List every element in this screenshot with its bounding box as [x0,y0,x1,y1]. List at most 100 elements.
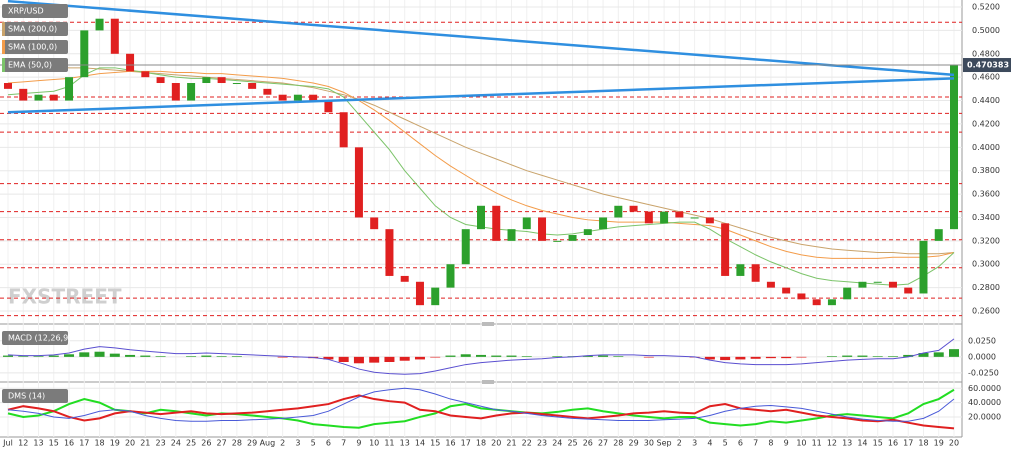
histogram-bar [125,354,136,357]
indicator-line [7,394,955,430]
x-tick-label: 28 [613,439,623,448]
histogram-bar [857,355,868,357]
histogram-bar [949,349,959,357]
x-tick-label: 29 [247,439,257,448]
histogram-bar [582,355,593,357]
legend-box [2,22,68,36]
x-tick-label: 25 [186,439,196,448]
y-tick-label: 0.3000 [972,260,1000,269]
histogram-bar [491,355,502,357]
histogram-bar [643,356,654,358]
x-tick-label: 26 [583,439,593,448]
histogram-bar [704,356,715,360]
x-tick-label: 5 [723,439,728,448]
candle [812,299,821,306]
x-tick-label: 12 [827,439,837,448]
candle [477,205,485,230]
histogram-bar [765,356,776,359]
histogram-bar [872,356,883,357]
x-tick-label: 25 [567,439,577,448]
candle [324,100,333,113]
histogram-bar [521,356,532,357]
candle [888,281,897,288]
y-tick-label: 0.0000 [968,352,996,361]
candle [492,205,501,241]
histogram-bar [18,356,29,357]
histogram-bar [903,354,914,357]
y-tick-label: 0.3800 [972,166,1000,175]
legend-box [2,331,68,345]
y-tick-label: 0.4400 [972,96,1000,105]
histogram-bar [369,356,380,363]
y-tick-label: 0.4000 [972,143,1000,152]
candle [400,275,409,282]
x-tick-label: 22 [522,439,532,448]
x-tick-label: 3 [692,439,697,448]
candle [19,88,28,101]
legend-label: SMA (100,0) [8,43,57,52]
y-tick-label: 0.3200 [972,236,1000,245]
resize-handle[interactable] [482,380,494,384]
candle [919,240,928,294]
y-tick-label: 0.4600 [972,73,1000,82]
x-tick-label: 14 [415,439,425,448]
histogram-bar [201,355,212,357]
histogram-bar [796,356,807,358]
x-tick-label: 15 [430,439,440,448]
candle [660,211,669,224]
histogram-bar [216,356,227,357]
candle [156,77,165,84]
histogram-bar [781,356,792,359]
candle [507,229,516,241]
candle [843,287,852,300]
candle [415,281,424,306]
histogram-bar [720,356,731,361]
x-tick-label: 20 [125,439,135,448]
candle [599,217,608,230]
candle [553,240,562,242]
candle [827,299,836,306]
x-tick-label: 10 [796,439,806,448]
y-tick-label: 0.4200 [972,119,1000,128]
candle [736,264,745,276]
candle [110,18,119,54]
histogram-bar [842,355,853,357]
candle [34,94,43,101]
histogram-bar [476,354,486,357]
histogram-bar [399,356,410,361]
macd-line [7,338,955,375]
resize-handle[interactable] [482,322,494,326]
legend-item: SMA (100,0) [2,40,68,54]
y-tick-label: 0.5000 [972,26,1000,35]
candle [568,235,577,241]
histogram-bar [552,356,563,357]
x-tick-label: 7 [753,439,758,448]
x-tick-label: 16 [888,439,898,448]
legend-label: DMS (14) [8,392,45,401]
histogram-bar [79,352,90,357]
x-tick-label: 17 [903,439,913,448]
x-tick-label: 14 [857,439,867,448]
histogram-bar [933,352,944,357]
candle [431,287,440,306]
x-tick-label: 8 [768,439,773,448]
candle [629,205,638,212]
histogram-bar [384,356,395,362]
x-tick-label: 17 [79,439,89,448]
x-tick-label: 27 [217,439,227,448]
candle [370,217,379,230]
y-tick-label: 0.4800 [972,49,1000,58]
x-tick-label: 13 [400,439,410,448]
x-tick-label: 17 [461,439,471,448]
histogram-bar [598,355,609,357]
legend-item: MACD (12,26,9) [2,331,71,345]
last-price-label: 0.470383 [967,61,1009,70]
legend-label: EMA (50,0) [8,61,52,70]
x-tick-label: 4 [707,439,712,448]
legend-label: MACD (12,26,9) [8,334,71,343]
y-tick-label: 0.3400 [972,213,1000,222]
x-tick-label: 29 [628,439,638,448]
candle [538,217,547,241]
x-tick-label: 19 [934,439,944,448]
